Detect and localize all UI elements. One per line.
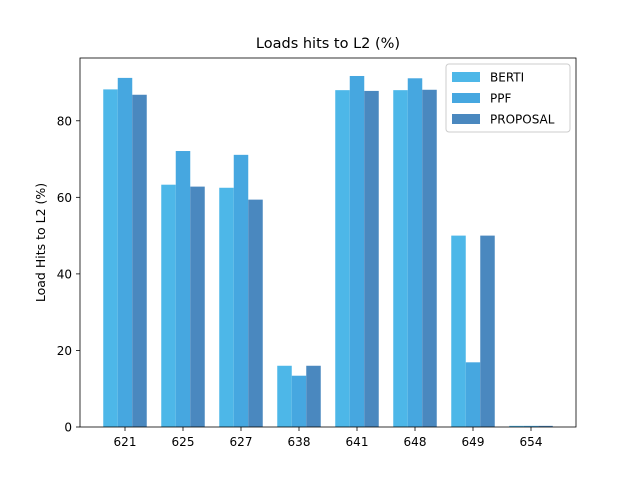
bar-ppf-621 <box>117 77 133 428</box>
y-axis-label: Load Hits to L2 (%) <box>33 183 48 302</box>
legend: BERTI PPF PROPOSAL <box>445 63 571 133</box>
chart-title: Loads hits to L2 (%) <box>256 36 400 52</box>
legend-label-proposal: PROPOSAL <box>490 113 555 127</box>
bar-berti-641 <box>335 90 350 428</box>
x-tick-label-638: 638 <box>288 435 311 449</box>
x-tick-label-649: 649 <box>462 435 485 449</box>
y-tick-label-20: 20 <box>57 344 72 358</box>
x-tick-label-654: 654 <box>520 435 543 449</box>
x-tick-label-641: 641 <box>346 435 369 449</box>
bar-ppf-625 <box>175 151 191 427</box>
plot-frame <box>79 57 577 428</box>
bar-proposal-649 <box>480 235 495 427</box>
bar-berti-648 <box>393 90 408 428</box>
bar-berti-649 <box>451 235 466 427</box>
legend-swatch-berti <box>452 72 480 82</box>
x-axis: 621 625 627 638 641 648 649 654 <box>114 427 543 449</box>
x-tick-label-648: 648 <box>404 435 427 449</box>
bar-proposal-625 <box>190 186 205 427</box>
bar-ppf-641 <box>349 75 365 428</box>
bars-layer <box>103 75 553 428</box>
bar-proposal-627 <box>248 199 263 427</box>
bar-proposal-648 <box>422 89 437 428</box>
x-tick-label-627: 627 <box>230 435 253 449</box>
bar-ppf-627 <box>233 154 249 427</box>
bar-ppf-654 <box>523 425 539 427</box>
y-tick-label-60: 60 <box>57 191 72 205</box>
bar-berti-638 <box>277 365 292 427</box>
y-axis: 0 20 40 60 80 <box>57 114 80 435</box>
y-tick-label-0: 0 <box>64 421 72 435</box>
legend-label-ppf: PPF <box>490 92 511 106</box>
x-tick-label-625: 625 <box>172 435 195 449</box>
y-tick-label-40: 40 <box>57 267 72 281</box>
bar-berti-627 <box>219 187 234 427</box>
bar-ppf-648 <box>407 78 423 427</box>
bar-proposal-638 <box>306 365 321 427</box>
bar-berti-621 <box>103 89 118 427</box>
bar-proposal-621 <box>132 94 147 427</box>
bar-ppf-649 <box>465 362 481 427</box>
legend-swatch-proposal <box>452 114 480 124</box>
bar-ppf-638 <box>291 375 307 427</box>
legend-label-berti: BERTI <box>490 71 524 85</box>
bar-proposal-654 <box>538 425 553 427</box>
bar-berti-625 <box>161 184 176 427</box>
legend-swatch-ppf <box>452 93 480 103</box>
bar-proposal-641 <box>364 90 379 428</box>
x-tick-label-621: 621 <box>114 435 137 449</box>
y-tick-label-80: 80 <box>57 114 72 128</box>
bar-berti-654 <box>509 425 524 427</box>
